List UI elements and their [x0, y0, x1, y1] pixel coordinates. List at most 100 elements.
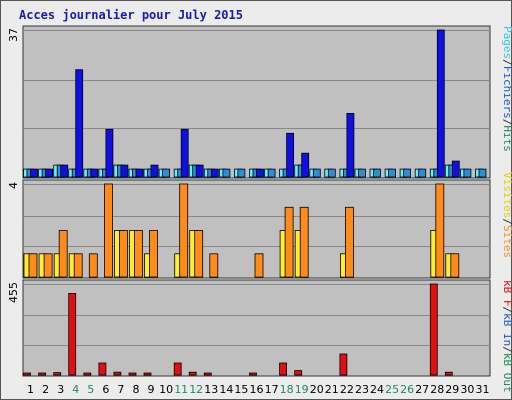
x-tick-label: 25 [385, 383, 399, 396]
bar-hits-day-8 [135, 168, 144, 178]
x-tick-label: 21 [325, 383, 339, 396]
legend-entry: Visites [501, 172, 512, 218]
visits-panel-background [22, 179, 491, 279]
bar-kb-f-day-5 [83, 372, 92, 376]
kbytes-panel-legend: kB F/kB In/kB Out [501, 280, 512, 393]
x-tick-label: 3 [57, 383, 64, 396]
x-tick-label: 20 [310, 383, 324, 396]
x-tick-label: 5 [87, 383, 94, 396]
bar-fichiers-day-25 [388, 168, 397, 178]
legend-entry: kB F [501, 280, 512, 307]
bar-hits-day-28 [436, 29, 445, 178]
bar-hits-day-13 [210, 168, 219, 178]
bar-sites-day-8 [134, 230, 143, 278]
bar-fichiers-day-20 [312, 168, 321, 178]
chart-title: Acces journalier pour July 2015 [19, 8, 243, 22]
bar-sites-day-13 [209, 253, 219, 278]
bar-fichiers-day-23 [358, 168, 366, 178]
visits-panel: 4 [7, 179, 491, 279]
bar-kb-f-day-18 [279, 362, 288, 376]
kbytes-panel-background [22, 279, 491, 377]
bar-kb-f-day-16 [249, 372, 257, 376]
bar-fichiers-day-17 [267, 168, 276, 178]
bar-fichiers-day-14 [222, 168, 231, 178]
bar-sites-day-28 [435, 183, 445, 278]
bar-hits-day-2 [45, 168, 53, 178]
bar-sites-day-16 [254, 253, 264, 278]
visits-panel-max-label: 4 [7, 182, 20, 189]
legend-entry: kB In [501, 313, 512, 346]
kbytes-panel-max-label: 455 [7, 282, 20, 303]
bar-hits-day-12 [195, 164, 204, 178]
hits-panel-background [22, 25, 491, 179]
legend-entry: / [501, 307, 512, 314]
bar-sites-day-1 [28, 253, 38, 278]
legend-entry: Sites [501, 225, 512, 258]
bar-hits-day-9 [150, 164, 159, 178]
x-tick-label: 13 [204, 383, 218, 396]
bar-sites-day-18 [284, 206, 294, 278]
x-tick-label: 15 [234, 383, 248, 396]
bar-kb-f-day-6 [98, 362, 107, 376]
legend-entry: / [501, 218, 512, 225]
bar-sites-day-7 [119, 230, 128, 278]
legend-entry: Hits [501, 125, 512, 152]
bar-kb-f-day-7 [113, 371, 122, 376]
x-tick-label: 27 [415, 383, 429, 396]
bar-hits-day-5 [90, 168, 99, 178]
x-tick-label: 31 [476, 383, 490, 396]
x-tick-label: 6 [102, 383, 109, 396]
x-tick-label: 28 [430, 383, 444, 396]
bar-kb-f-day-3 [53, 372, 62, 376]
bar-fichiers-day-24 [373, 168, 381, 178]
bar-sites-day-2 [43, 253, 53, 278]
bar-hits-day-16 [256, 168, 264, 178]
bar-hits-day-22 [346, 113, 355, 178]
x-tick-label: 7 [117, 383, 124, 396]
legend-entry: / [501, 346, 512, 353]
hits-panel-legend: Pages/Fichiers/Hits [501, 26, 512, 152]
bar-hits-day-19 [301, 152, 310, 178]
bar-sites-day-29 [450, 253, 460, 278]
bar-kb-f-day-4 [68, 292, 77, 376]
hits-panel: 37 [7, 25, 491, 179]
bar-fichiers-day-31 [478, 168, 487, 178]
x-tick-label: 22 [340, 383, 354, 396]
bar-hits-day-7 [120, 164, 129, 178]
bar-kb-f-day-2 [38, 372, 46, 376]
bar-kb-f-day-1 [23, 372, 31, 376]
bar-sites-day-19 [299, 206, 309, 278]
x-tick-label: 19 [295, 383, 309, 396]
x-tick-label: 4 [72, 383, 79, 396]
bar-kb-f-day-22 [339, 353, 348, 376]
x-tick-label: 17 [265, 383, 279, 396]
bar-kb-f-day-28 [429, 283, 438, 376]
x-tick-label: 8 [133, 383, 140, 396]
x-tick-label: 26 [400, 383, 414, 396]
x-tick-label: 18 [280, 383, 294, 396]
bar-kb-f-day-12 [188, 371, 197, 376]
kbytes-panel: 455 [7, 279, 491, 377]
bar-sites-day-6 [104, 183, 113, 278]
bar-sites-day-22 [344, 206, 354, 278]
bar-kb-f-day-11 [173, 362, 182, 376]
legend-entry: / [501, 59, 512, 66]
bar-fichiers-day-15 [237, 168, 246, 178]
bar-kb-f-day-9 [143, 372, 152, 376]
x-tick-label: 2 [42, 383, 49, 396]
bar-hits-day-4 [75, 69, 84, 178]
x-tick-label: 12 [189, 383, 203, 396]
bar-hits-day-29 [451, 160, 460, 178]
x-tick-label: 1 [27, 383, 34, 396]
hits-panel-max-label: 37 [7, 28, 20, 42]
x-tick-label: 30 [460, 383, 474, 396]
bar-sites-day-5 [88, 253, 98, 278]
x-tick-label: 10 [159, 383, 173, 396]
x-tick-label: 29 [445, 383, 459, 396]
bar-hits-day-3 [60, 164, 69, 178]
x-tick-label: 23 [355, 383, 369, 396]
bar-kb-f-day-19 [294, 370, 303, 376]
bar-sites-day-12 [194, 230, 204, 278]
legend-entry: Fichiers [501, 66, 512, 119]
